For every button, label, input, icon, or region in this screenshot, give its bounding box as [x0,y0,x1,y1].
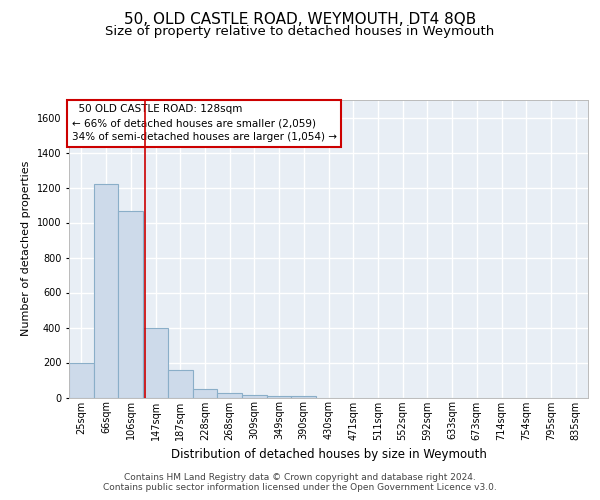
Bar [118,211,143,398]
Bar [168,370,193,398]
Bar [217,393,242,398]
Bar [267,396,292,398]
Bar [242,395,267,398]
Bar [292,396,316,398]
Text: Contains public sector information licensed under the Open Government Licence v3: Contains public sector information licen… [103,484,497,492]
Bar [69,362,94,398]
Text: Size of property relative to detached houses in Weymouth: Size of property relative to detached ho… [106,25,494,38]
Text: Contains HM Land Registry data © Crown copyright and database right 2024.: Contains HM Land Registry data © Crown c… [124,472,476,482]
Bar [143,328,168,398]
Y-axis label: Number of detached properties: Number of detached properties [21,161,31,336]
Text: 50, OLD CASTLE ROAD, WEYMOUTH, DT4 8QB: 50, OLD CASTLE ROAD, WEYMOUTH, DT4 8QB [124,12,476,28]
Bar [94,184,118,398]
Bar [193,389,217,398]
Text: 50 OLD CASTLE ROAD: 128sqm
← 66% of detached houses are smaller (2,059)
34% of s: 50 OLD CASTLE ROAD: 128sqm ← 66% of deta… [71,104,337,142]
X-axis label: Distribution of detached houses by size in Weymouth: Distribution of detached houses by size … [170,448,487,461]
